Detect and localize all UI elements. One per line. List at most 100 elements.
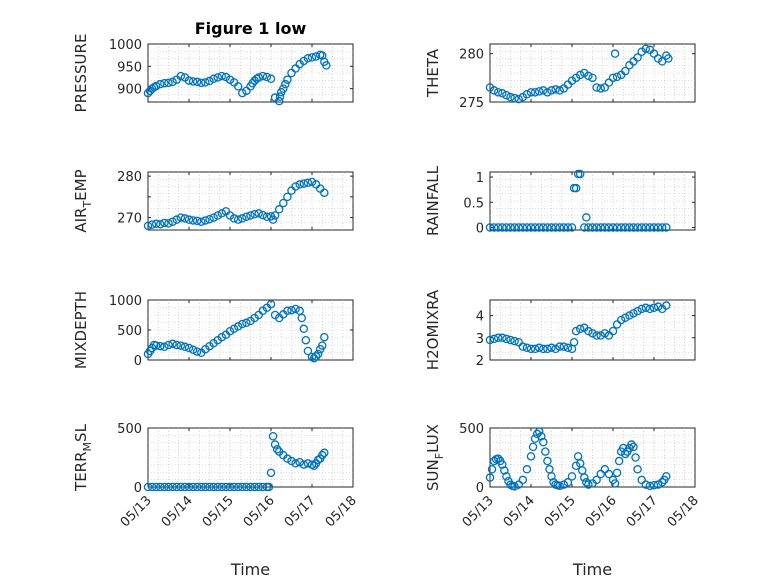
data-point bbox=[629, 442, 638, 452]
y-tick-label: 1000 bbox=[109, 38, 142, 53]
data-point bbox=[522, 343, 532, 353]
data-point bbox=[291, 182, 300, 191]
data-point bbox=[662, 301, 671, 310]
data-point bbox=[303, 346, 313, 356]
data-point bbox=[487, 465, 497, 474]
data-point bbox=[176, 213, 186, 222]
data-point bbox=[534, 343, 544, 353]
subplot-7: 05/13 05/14 05/15 05/16 05/17 05/18 0 500 TERRMS… bbox=[72, 422, 360, 579]
y-axis-label: TERRMSL bbox=[72, 423, 94, 492]
data-point bbox=[188, 345, 198, 355]
data-point bbox=[616, 223, 626, 232]
subplot-8: 05/13 05/14 05/15 05/16 05/17 05/18 0 500 SUNFLU… bbox=[424, 422, 702, 579]
data-point bbox=[522, 465, 532, 474]
data-point bbox=[543, 223, 552, 232]
data-point bbox=[633, 223, 642, 232]
data-point bbox=[270, 440, 280, 449]
data-point bbox=[571, 326, 581, 336]
data-point bbox=[493, 333, 503, 343]
y-tick-label: 0 bbox=[134, 481, 142, 496]
data-point bbox=[184, 482, 194, 492]
data-point bbox=[205, 482, 214, 492]
data-point bbox=[229, 482, 239, 492]
data-point bbox=[600, 465, 610, 474]
data-point bbox=[649, 303, 659, 313]
data-point bbox=[522, 90, 532, 99]
y-tick-label: 0.5 bbox=[463, 196, 484, 211]
data-point bbox=[217, 71, 227, 81]
data-point bbox=[188, 77, 198, 86]
x-tick-label: 05/15 bbox=[200, 493, 237, 530]
data-point bbox=[164, 340, 173, 350]
data-point bbox=[275, 92, 285, 101]
y-tick-label: 270 bbox=[117, 212, 142, 227]
y-axis-label: SUNFLUX bbox=[424, 424, 446, 491]
data-point bbox=[539, 223, 548, 232]
data-point bbox=[539, 344, 548, 354]
data-point bbox=[645, 223, 655, 232]
data-point bbox=[637, 475, 646, 485]
data-point bbox=[160, 342, 169, 352]
data-point bbox=[575, 324, 585, 334]
data-point bbox=[160, 218, 169, 228]
data-point bbox=[229, 214, 239, 223]
x-axis-label: Time bbox=[572, 560, 612, 579]
data-point bbox=[264, 482, 274, 492]
data-point bbox=[580, 473, 589, 482]
data-point bbox=[281, 79, 290, 89]
y-tick-label: 1000 bbox=[109, 294, 142, 309]
data-point bbox=[320, 448, 329, 458]
data-point bbox=[184, 215, 194, 224]
data-point bbox=[584, 480, 593, 489]
data-point bbox=[596, 331, 605, 340]
data-point bbox=[633, 53, 642, 62]
data-point bbox=[254, 73, 263, 82]
y-axis-label: H2OMIXRA bbox=[424, 289, 442, 370]
data-point bbox=[201, 78, 210, 87]
data-point bbox=[543, 456, 552, 466]
data-point bbox=[317, 450, 327, 460]
data-point bbox=[633, 306, 642, 316]
data-point bbox=[627, 440, 636, 449]
data-point bbox=[266, 468, 276, 478]
data-point bbox=[151, 482, 161, 492]
data-point bbox=[489, 223, 499, 232]
data-point bbox=[551, 223, 560, 232]
data-point bbox=[209, 482, 218, 492]
data-point bbox=[633, 465, 642, 474]
data-point bbox=[584, 71, 593, 81]
data-point bbox=[493, 454, 503, 463]
data-point bbox=[514, 94, 523, 104]
data-point bbox=[233, 82, 243, 91]
data-point bbox=[641, 480, 651, 489]
y-axis-label: AIRTEMP bbox=[72, 169, 94, 232]
data-point bbox=[221, 482, 231, 492]
y-tick-label: 0 bbox=[134, 354, 142, 369]
data-point bbox=[629, 309, 638, 318]
data-point bbox=[303, 54, 313, 63]
data-point bbox=[498, 223, 507, 232]
data-point bbox=[625, 311, 634, 320]
data-point bbox=[547, 343, 556, 353]
y-tick-label: 950 bbox=[117, 60, 142, 75]
data-point bbox=[213, 482, 222, 492]
data-point bbox=[217, 332, 227, 342]
data-point bbox=[217, 482, 227, 492]
data-point bbox=[637, 304, 646, 314]
data-point bbox=[147, 482, 157, 492]
x-tick-label: 05/17 bbox=[282, 493, 319, 530]
data-point bbox=[201, 216, 210, 225]
data-point bbox=[567, 223, 577, 232]
data-point bbox=[530, 223, 540, 232]
data-point bbox=[522, 223, 532, 232]
data-point bbox=[514, 480, 523, 489]
data-point bbox=[493, 223, 503, 232]
data-point bbox=[600, 83, 610, 92]
y-axis-label: RAINFALL bbox=[424, 165, 442, 236]
data-point bbox=[197, 482, 206, 492]
data-point bbox=[238, 319, 247, 329]
data-point bbox=[197, 217, 206, 226]
data-point bbox=[168, 77, 177, 87]
data-point bbox=[274, 96, 284, 106]
